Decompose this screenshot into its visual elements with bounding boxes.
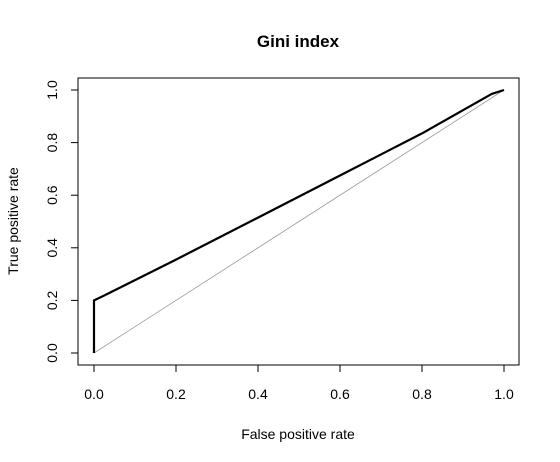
y-tick-label: 0.8 [44, 133, 60, 153]
x-tick-label: 0.2 [166, 386, 186, 402]
series-layer [92, 88, 505, 354]
x-tick-label: 0.4 [248, 386, 268, 402]
x-axis-label: False positive rate [241, 426, 355, 442]
x-axis: 0.0 0.2 0.4 0.6 0.8 1.0 [84, 364, 514, 402]
x-tick-label: 0.8 [412, 386, 432, 402]
y-tick-label: 1.0 [44, 80, 60, 100]
x-tick-label: 1.0 [494, 386, 514, 402]
y-axis-label: True positive rate [5, 167, 21, 275]
x-tick-label: 0.0 [84, 386, 104, 402]
chart-title: Gini index [257, 32, 340, 51]
y-tick-label: 0.0 [44, 343, 60, 363]
y-tick-label: 0.4 [44, 238, 60, 258]
x-tick-label: 0.6 [330, 386, 350, 402]
reference-diagonal-line [93, 89, 505, 354]
roc-curve-line [92, 88, 505, 353]
y-axis: 0.0 0.2 0.4 0.6 0.8 1.0 [44, 80, 79, 363]
y-tick-label: 0.6 [44, 185, 60, 205]
y-tick-label: 0.2 [44, 290, 60, 310]
